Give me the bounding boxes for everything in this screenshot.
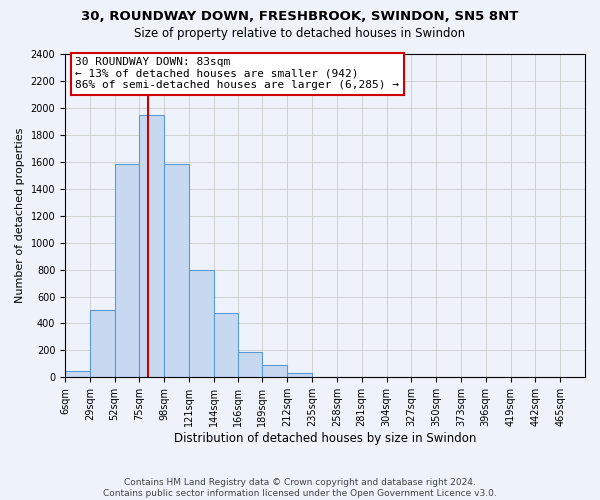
Text: Contains HM Land Registry data © Crown copyright and database right 2024.
Contai: Contains HM Land Registry data © Crown c… <box>103 478 497 498</box>
Bar <box>189 270 214 378</box>
Bar <box>214 312 238 378</box>
Bar <box>115 164 139 378</box>
Bar <box>287 374 312 378</box>
Bar <box>262 365 287 378</box>
Text: 30, ROUNDWAY DOWN, FRESHBROOK, SWINDON, SN5 8NT: 30, ROUNDWAY DOWN, FRESHBROOK, SWINDON, … <box>82 10 518 23</box>
X-axis label: Distribution of detached houses by size in Swindon: Distribution of detached houses by size … <box>174 432 476 445</box>
Text: 30 ROUNDWAY DOWN: 83sqm
← 13% of detached houses are smaller (942)
86% of semi-d: 30 ROUNDWAY DOWN: 83sqm ← 13% of detache… <box>76 57 400 90</box>
Bar <box>90 310 115 378</box>
Y-axis label: Number of detached properties: Number of detached properties <box>15 128 25 304</box>
Bar <box>238 352 262 378</box>
Bar <box>65 370 90 378</box>
Text: Size of property relative to detached houses in Swindon: Size of property relative to detached ho… <box>134 28 466 40</box>
Bar <box>139 114 164 378</box>
Bar <box>164 164 189 378</box>
